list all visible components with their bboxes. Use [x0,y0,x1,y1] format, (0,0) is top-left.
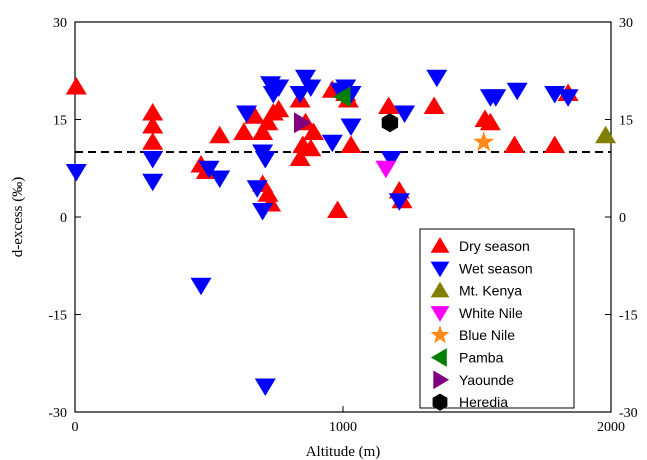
wet-season-point [295,69,316,88]
dry-season-point [142,132,164,150]
wet-season-point [394,105,416,123]
dry-season-point [423,96,445,114]
legend-marker-heredia [432,393,448,411]
wet-season-point [485,89,507,107]
wet-season-point [254,151,276,169]
y-tick-label-left: 0 [60,211,67,226]
wet-season-point [321,134,343,153]
y-axis-label: d-excess (‰) [10,177,26,257]
wet-season-point [142,151,164,169]
legend-marker-dry-season [430,237,450,253]
dry-season-point [300,138,322,157]
legend-marker-white-nile [430,306,450,322]
blue-nile-point [473,131,495,152]
dry-season-point [244,106,266,124]
wet-season-point [198,160,220,179]
legend-label-wet-season: Wet season [459,260,533,276]
wet-season-point [236,105,257,123]
dry-season-point [65,77,87,95]
legend-label-heredia: Heredia [459,394,508,410]
y-tick-label-left: 30 [53,16,67,31]
white-nile-point [375,160,397,179]
dry-season-point [233,122,255,140]
wet-season-point [388,193,410,211]
wet-season-point [190,277,212,296]
heredia-point [381,113,399,133]
legend-label-blue-nile: Blue Nile [459,327,515,343]
dry-season-point [252,122,274,140]
wet-season-point [300,79,322,97]
wet-season-point [252,203,274,221]
y-tick-label-right: 0 [619,211,626,226]
y-tick-label-right: -15 [619,309,638,324]
legend-marker-wet-season [430,261,450,278]
dry-season-point [257,184,279,202]
dry-season-point [544,135,566,153]
dry-season-point [479,112,501,131]
dry-season-point [340,135,362,153]
dry-season-point [142,103,164,121]
wet-season-point [254,378,276,396]
y-tick-label-left: -15 [48,309,67,324]
wet-season-point [268,79,290,97]
x-tick-label: 0 [72,420,79,435]
y-tick-label-right: 30 [619,16,633,31]
wet-season-point [289,86,311,104]
dry-season-point [142,116,164,134]
dry-season-point [504,135,525,153]
legend-label-white-nile: White Nile [459,305,523,321]
legend: Dry season Wet season Mt. Kenya White Nile B… [419,228,575,411]
data-points [65,69,617,396]
legend-marker-pamba [431,348,447,367]
x-tick-label: 1000 [329,420,357,435]
wet-season-point [506,82,528,101]
wet-season-point [557,89,579,107]
legend-marker-yaounde [433,370,449,390]
x-axis-label: Altitude (m) [306,444,381,460]
legend-label-dry-season: Dry season [459,238,530,254]
x-tick-label: 2000 [597,420,625,435]
y-tick-label-right: 15 [619,114,633,129]
wet-season-point [65,164,87,182]
legend-marker-mt-kenya [430,281,450,298]
dry-season-point [378,96,400,114]
mt-kenya-point [595,125,617,144]
wet-season-point [426,69,448,88]
wet-season-point [340,118,362,136]
legend-label-pamba: Pamba [459,350,504,366]
y-tick-label-left: 15 [53,114,67,129]
pamba-point [333,86,351,108]
wet-season-point [380,151,402,169]
y-tick-label-right: -30 [619,406,638,421]
dry-season-point [327,200,349,218]
legend-label-yaounde: Yaounde [459,372,514,388]
wet-season-point [142,173,164,192]
dry-season-point [209,125,231,144]
axis-ticks: -30 -30 -15 -15 0 0 15 15 30 30 0 1000 2000 [48,16,637,435]
dry-season-point [289,148,311,166]
wet-season-point [246,180,268,198]
wet-season-point [209,170,231,188]
yaounde-point [294,112,312,134]
y-tick-label-left: -30 [48,406,67,421]
legend-label-mt-kenya: Mt. Kenya [459,283,522,299]
dry-season-point [268,99,290,118]
legend-marker-blue-nile [430,325,450,344]
dry-season-point [257,112,279,131]
dry-season-point [303,122,324,140]
